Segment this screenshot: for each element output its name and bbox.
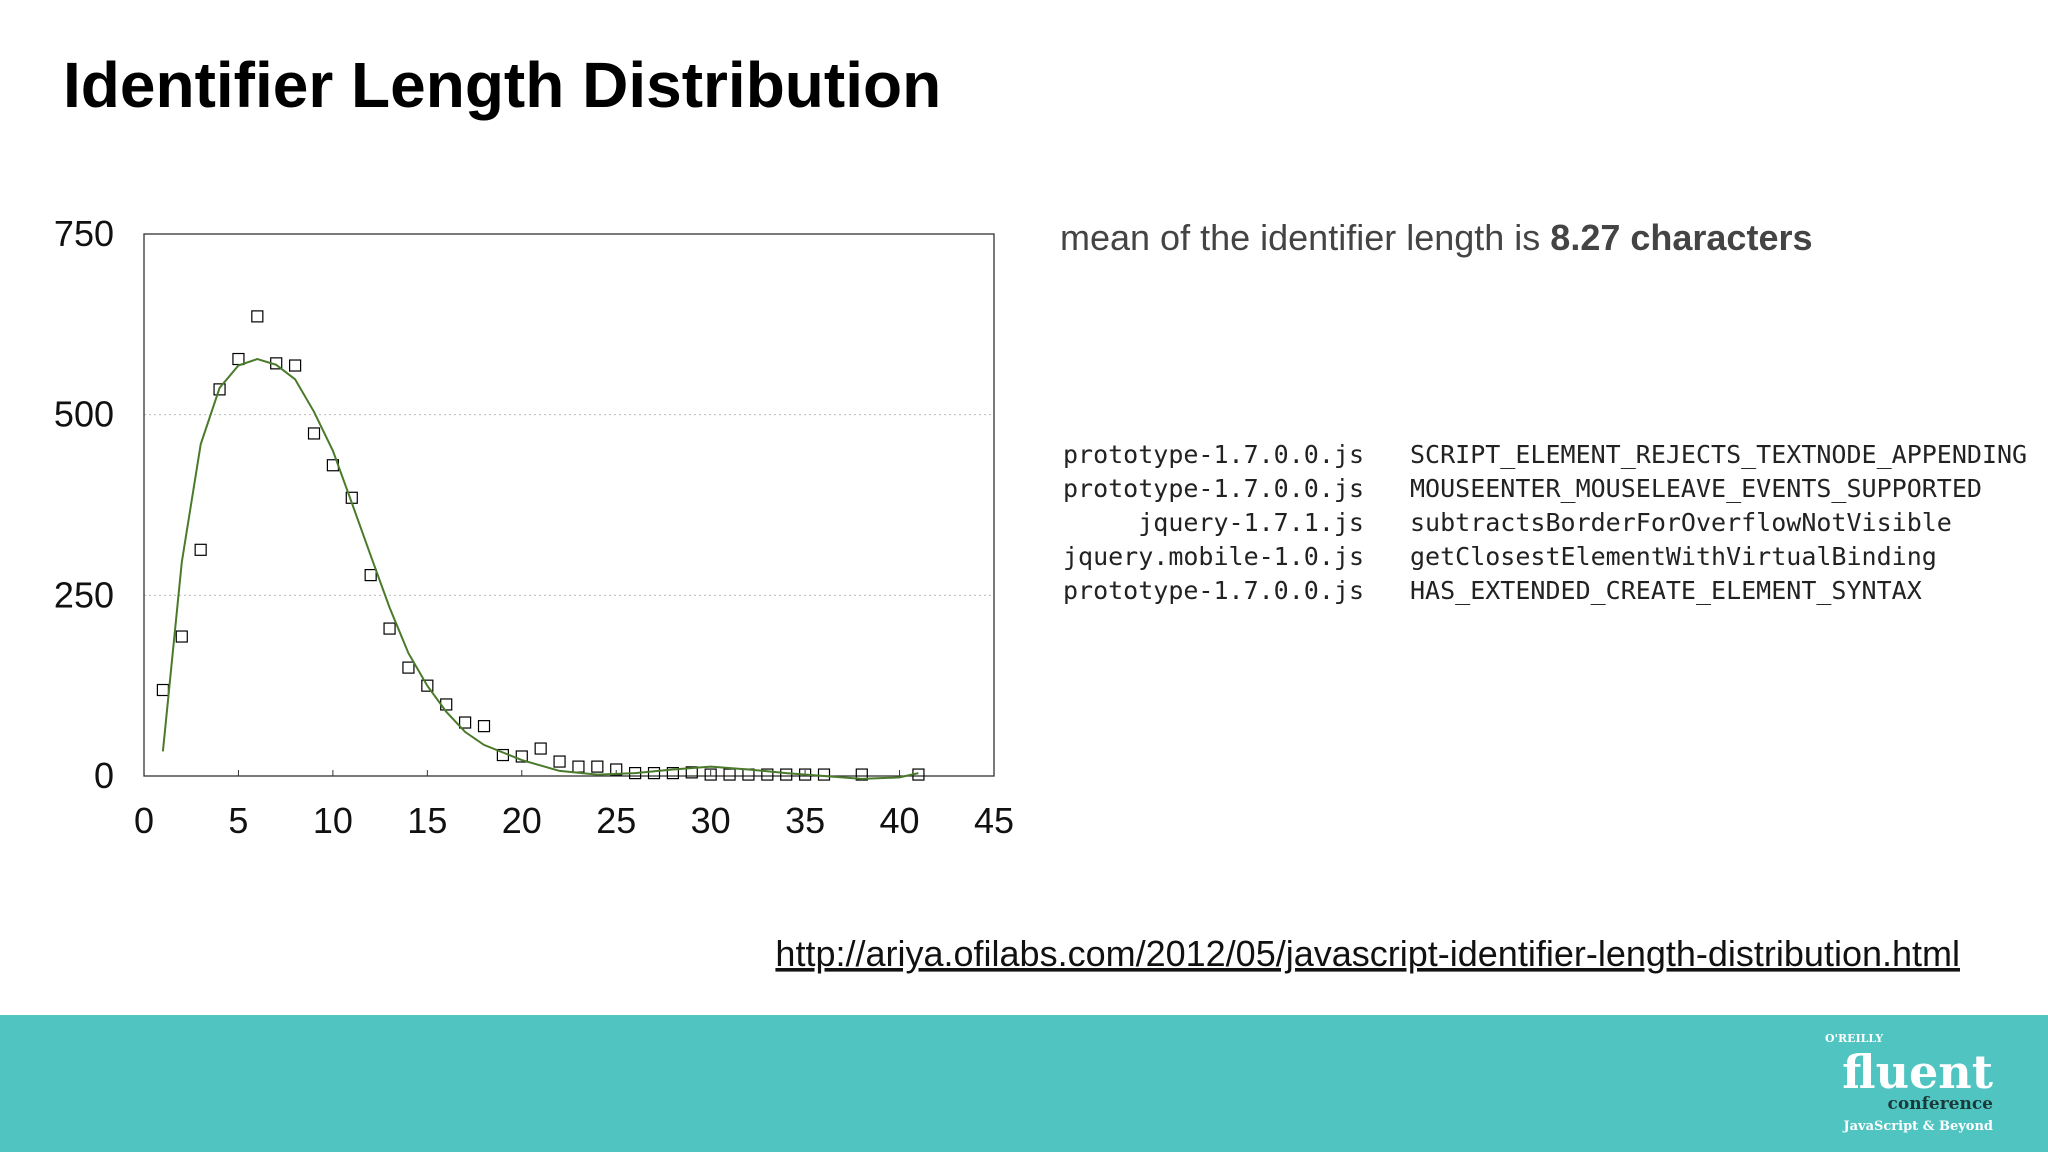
file-name: prototype-1.7.0.0.js: [1063, 474, 1364, 503]
mean-note: mean of the identifier length is 8.27 cha…: [1060, 217, 1813, 258]
x-tick-label: 25: [596, 800, 636, 841]
slide-title: Identifier Length Distribution: [63, 49, 941, 121]
mean-text: mean of the identifier length is: [1060, 217, 1540, 258]
data-point: [666, 767, 679, 780]
fit-curve: [161, 357, 919, 780]
file-name: prototype-1.7.0.0.js: [1063, 576, 1364, 605]
data-point: [647, 767, 661, 780]
identifier: HAS_EXTENDED_CREATE_ELEMENT_SYNTAX: [1410, 576, 1922, 605]
data-point: [289, 359, 302, 372]
data-point: [232, 352, 245, 366]
data-point: [175, 630, 188, 643]
identifier: MOUSEENTER_MOUSELEAVE_EVENTS_SUPPORTED: [1410, 474, 1982, 503]
data-point: [515, 750, 528, 763]
data-point: [723, 768, 736, 781]
data-point: [440, 698, 453, 711]
x-tick-label: 5: [228, 800, 248, 841]
data-point: [685, 766, 698, 779]
data-point: [761, 768, 774, 781]
file-name: jquery-1.7.1.js: [1138, 508, 1364, 537]
data-point: [364, 568, 377, 582]
x-tick-label: 0: [134, 800, 154, 841]
data-point: [459, 716, 472, 729]
chart: 0 250 500 750 0 5 10 15 20 25 30 35 40 45: [54, 213, 1014, 841]
data-point: [817, 768, 831, 781]
x-tick-label: 30: [691, 800, 731, 841]
y-tick-label: 500: [54, 394, 114, 435]
mean-value: 8.27 characters: [1550, 217, 1812, 258]
file-name: jquery.mobile-1.0.js: [1063, 542, 1364, 571]
data-point: [572, 760, 585, 773]
logo-publisher: O'REILLY: [1825, 1032, 1883, 1045]
data-point: [213, 383, 226, 396]
data-point: [156, 683, 169, 697]
data-point: [855, 768, 868, 781]
data-point: [591, 760, 604, 773]
x-tick-label: 40: [880, 800, 920, 841]
data-point: [534, 742, 547, 755]
identifier: subtractsBorderForOverflowNotVisible: [1410, 508, 1952, 537]
x-tick-label: 20: [502, 800, 542, 841]
x-tick-label: 15: [407, 800, 447, 841]
data-point: [553, 755, 566, 768]
data-point: [704, 768, 717, 781]
data-point: [251, 310, 264, 323]
x-tick-label: 35: [785, 800, 825, 841]
file-name: prototype-1.7.0.0.js: [1063, 440, 1364, 469]
identifier: getClosestElementWithVirtualBinding: [1410, 542, 1937, 571]
logo-tagline: JavaScript & Beyond: [1842, 1119, 1993, 1134]
examples-table: prototype-1.7.0.0.js SCRIPT_ELEMENT_REJEC…: [1063, 440, 2027, 605]
data-point: [780, 768, 793, 781]
logo-name: fluent: [1842, 1045, 1994, 1099]
identifier: SCRIPT_ELEMENT_REJECTS_TEXTNODE_APPENDIN…: [1410, 440, 2027, 469]
x-tick-label: 10: [313, 800, 353, 841]
y-tick-label: 250: [54, 574, 114, 615]
data-point: [610, 763, 623, 776]
data-point: [402, 661, 415, 674]
data-point: [383, 622, 396, 635]
data-point: [421, 679, 434, 692]
y-tick-label: 750: [54, 213, 114, 254]
plot-frame: [143, 233, 995, 777]
source-link[interactable]: http://ariya.ofilabs.com/2012/05/javascr…: [775, 933, 1960, 974]
logo-kind: conference: [1888, 1094, 1994, 1114]
data-point: [307, 427, 321, 440]
data-point: [477, 720, 491, 733]
footer-band: [0, 1015, 2048, 1152]
x-tick-label: 45: [974, 800, 1014, 841]
y-tick-label: 0: [94, 755, 114, 796]
data-point: [194, 543, 207, 556]
